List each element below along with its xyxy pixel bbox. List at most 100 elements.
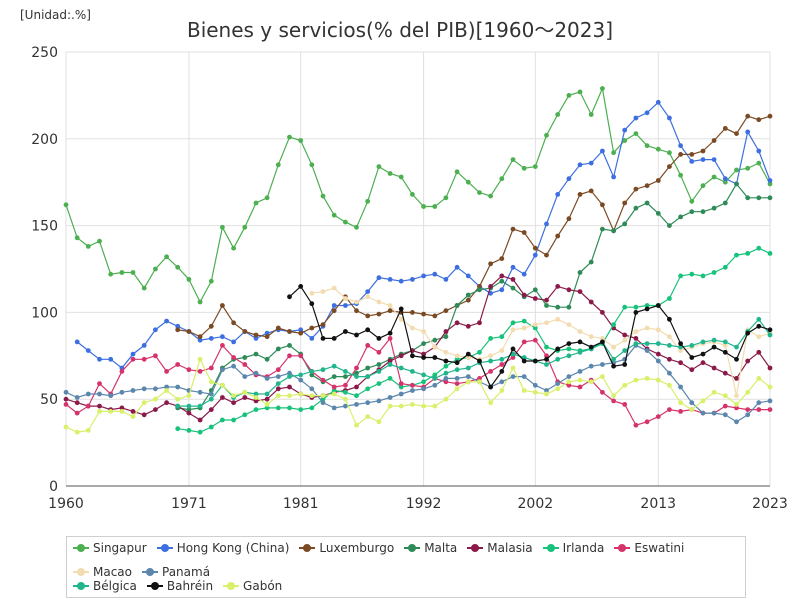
- point-macao: [544, 320, 549, 326]
- point-malta: [622, 221, 628, 227]
- point-eswatini: [119, 369, 125, 374]
- point-gab-n: [465, 379, 471, 385]
- point-singapur: [231, 245, 237, 251]
- point-panam: [264, 376, 270, 381]
- point-hong-kong-china: [432, 271, 438, 277]
- series-line-gab-n: [65, 357, 771, 433]
- point-panam: [521, 374, 527, 379]
- point-malasia: [153, 407, 158, 412]
- point-panam: [745, 412, 751, 418]
- point-gab-n: [454, 386, 460, 392]
- point-bahr-in: [331, 336, 337, 341]
- point-malasia: [97, 403, 102, 409]
- point-malasia: [700, 360, 706, 366]
- point-luxemburgo: [465, 297, 471, 303]
- point-b-lgica: [689, 343, 695, 348]
- point-irlanda: [510, 320, 516, 326]
- point-panam: [343, 403, 348, 409]
- point-panam: [97, 391, 102, 397]
- point-luxemburgo: [488, 261, 493, 267]
- point-gab-n: [711, 389, 717, 395]
- point-singapur: [141, 285, 147, 291]
- point-panam: [141, 386, 147, 392]
- point-eswatini: [153, 353, 158, 359]
- series-line-malasia: [65, 275, 771, 421]
- point-malasia: [622, 332, 628, 338]
- point-malta: [611, 228, 616, 234]
- point-gab-n: [153, 396, 158, 402]
- point-hong-kong-china: [644, 110, 650, 116]
- point-gab-n: [767, 384, 773, 390]
- point-panam: [365, 400, 371, 406]
- point-luxemburgo: [734, 131, 739, 137]
- point-macao: [722, 343, 728, 348]
- point-luxemburgo: [745, 113, 751, 119]
- point-panam: [734, 419, 739, 425]
- legend-marker: [146, 580, 163, 592]
- chart-title: Bienes y servicios(% del PIB)[1960～2023]: [186, 18, 614, 42]
- point-panam: [700, 410, 706, 416]
- point-singapur: [287, 134, 292, 140]
- point-malasia: [253, 398, 259, 404]
- point-hong-kong-china: [421, 273, 426, 279]
- point-eswatini: [488, 369, 493, 374]
- point-malasia: [387, 358, 393, 364]
- x-tick-label: 1992: [406, 496, 442, 512]
- point-eswatini: [220, 343, 225, 348]
- point-gab-n: [376, 419, 382, 425]
- point-hong-kong-china: [387, 277, 393, 282]
- point-bahr-in: [454, 360, 460, 366]
- point-eswatini: [622, 402, 628, 407]
- legend-label: Singapur: [93, 541, 147, 555]
- point-malasia: [220, 395, 225, 400]
- point-bahr-in: [510, 346, 516, 352]
- point-gab-n: [63, 424, 69, 430]
- point-luxemburgo: [600, 202, 605, 208]
- point-panam: [85, 391, 91, 397]
- point-malta: [555, 304, 561, 310]
- point-singapur: [208, 278, 214, 284]
- point-macao: [756, 334, 762, 340]
- point-eswatini: [398, 381, 404, 386]
- point-malta: [253, 351, 259, 357]
- point-b-lgica: [287, 374, 292, 379]
- point-eswatini: [532, 337, 538, 343]
- point-malta: [600, 226, 605, 232]
- point-malta: [644, 200, 650, 206]
- point-luxemburgo: [667, 164, 672, 170]
- point-luxemburgo: [264, 334, 270, 340]
- point-eswatini: [577, 384, 583, 390]
- point-b-lgica: [577, 349, 583, 355]
- point-hong-kong-china: [175, 323, 181, 329]
- point-eswatini: [242, 362, 248, 367]
- point-panam: [767, 398, 773, 404]
- point-malasia: [745, 358, 751, 364]
- point-eswatini: [387, 336, 393, 341]
- point-b-lgica: [611, 356, 616, 362]
- point-gab-n: [130, 414, 136, 419]
- point-singapur: [365, 198, 371, 204]
- point-singapur: [97, 238, 102, 244]
- point-malasia: [63, 396, 69, 402]
- point-bahr-in: [477, 358, 482, 364]
- point-panam: [153, 386, 158, 392]
- point-b-lgica: [633, 341, 639, 346]
- point-singapur: [521, 165, 527, 171]
- point-hong-kong-china: [600, 148, 605, 154]
- point-singapur: [745, 165, 751, 171]
- point-b-lgica: [644, 341, 650, 346]
- point-bahr-in: [343, 329, 348, 334]
- point-bahr-in: [700, 351, 706, 357]
- point-irlanda: [343, 389, 348, 395]
- legend-item: Irlanda: [542, 541, 604, 555]
- point-bahr-in: [633, 310, 639, 315]
- point-gab-n: [678, 400, 683, 406]
- x-tick-label: 2002: [518, 496, 554, 512]
- point-bahr-in: [622, 362, 628, 367]
- point-irlanda: [611, 322, 616, 327]
- point-singapur: [275, 162, 281, 168]
- point-malasia: [734, 376, 739, 381]
- point-malta: [287, 343, 292, 348]
- point-bahr-in: [577, 339, 583, 345]
- point-panam: [555, 381, 561, 386]
